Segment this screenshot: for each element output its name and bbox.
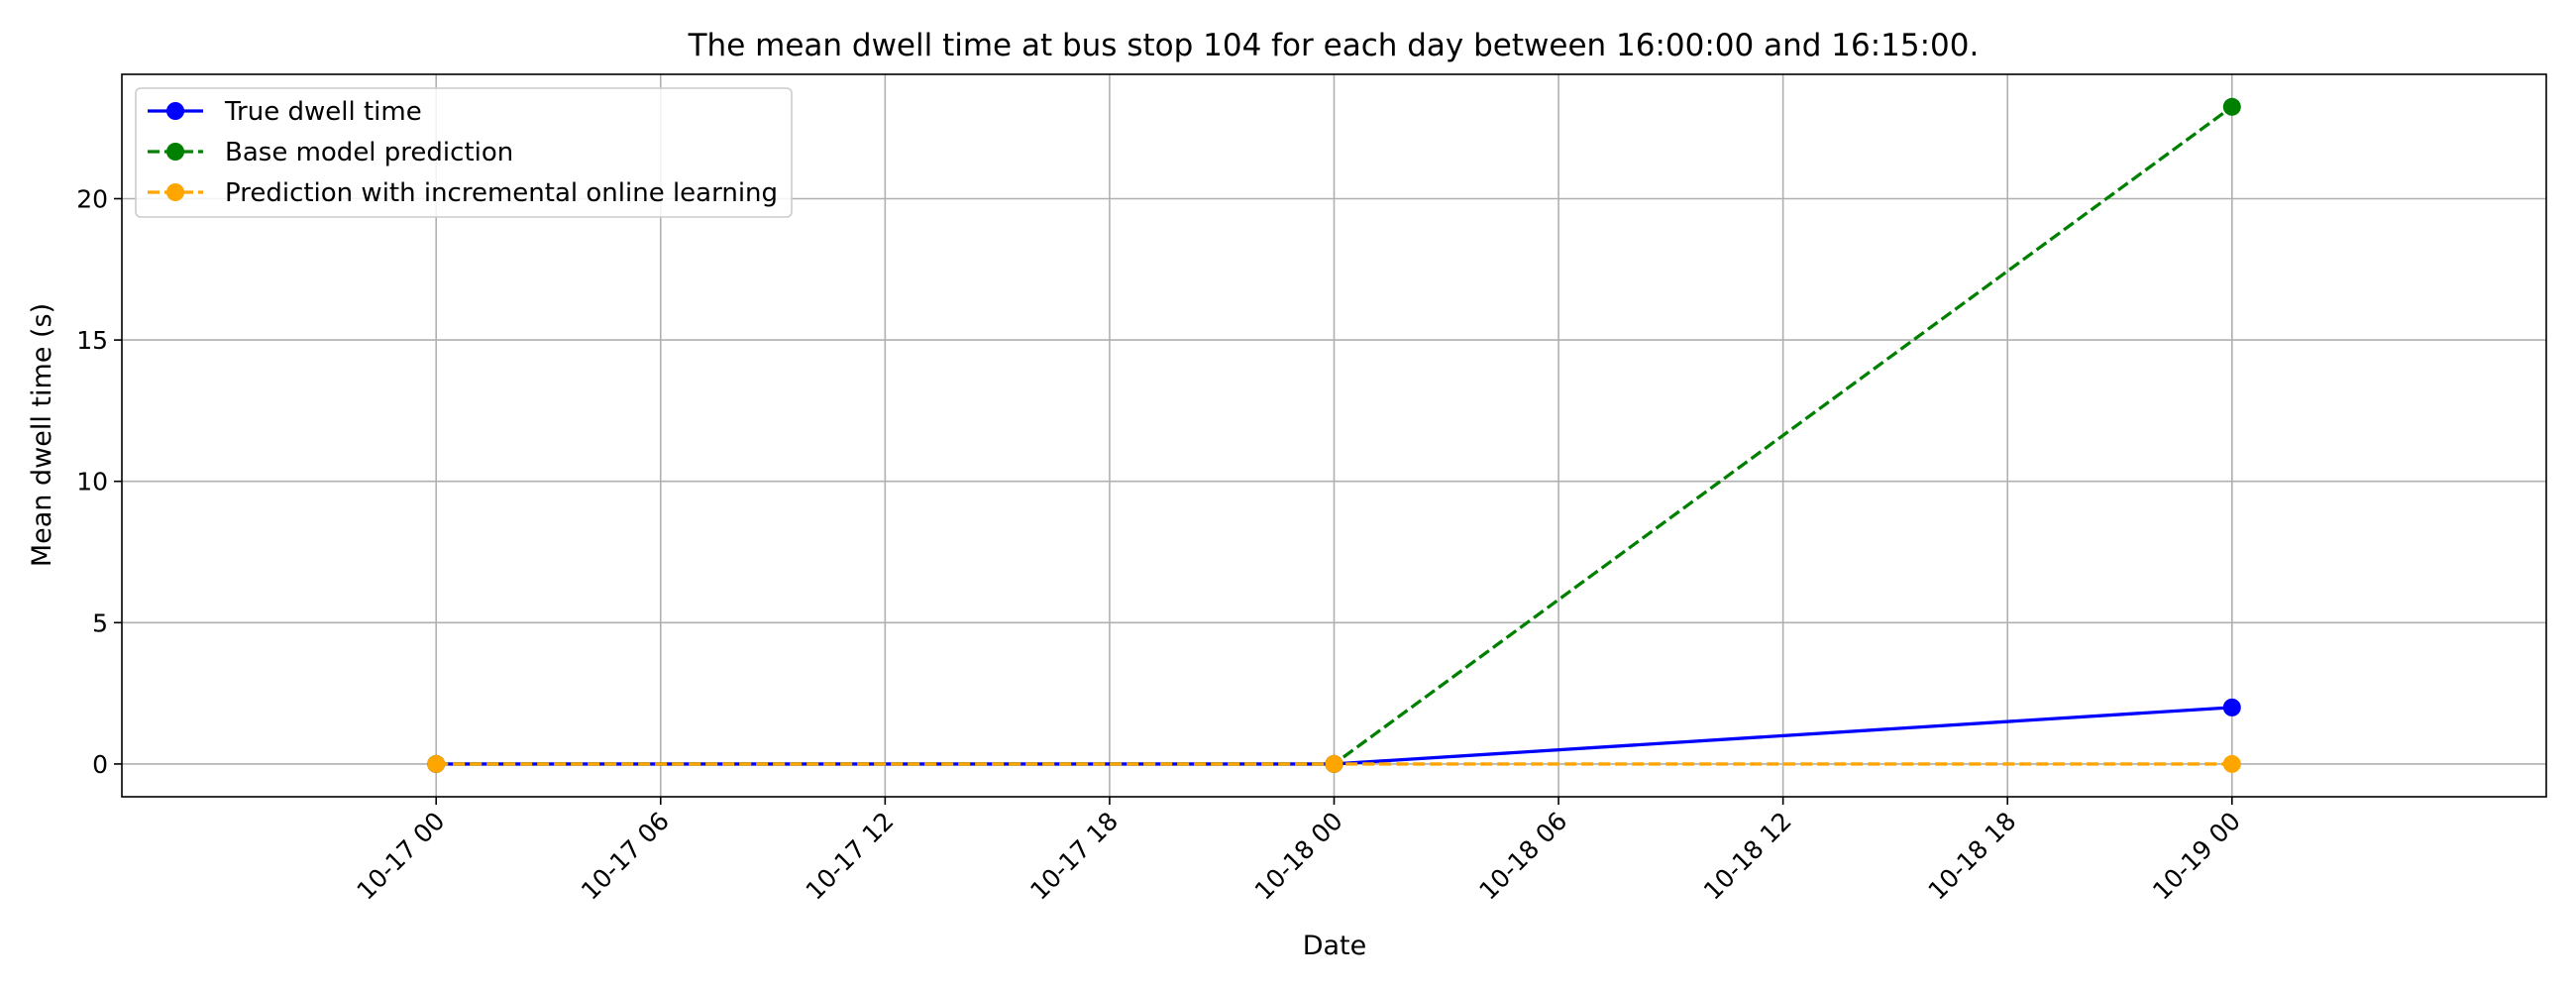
- x-tick-label: 10-18 06: [1473, 807, 1572, 906]
- legend-item-2: Prediction with incremental online learn…: [148, 178, 778, 208]
- y-tick-label: 20: [76, 184, 108, 213]
- chart-title: The mean dwell time at bus stop 104 for …: [688, 28, 1980, 63]
- x-tick-label: 10-18 12: [1698, 807, 1797, 906]
- y-tick-label: 15: [76, 326, 108, 355]
- y-axis-label: Mean dwell time (s): [27, 303, 57, 567]
- legend-label: Base model prediction: [225, 138, 513, 167]
- x-tick-label: 10-17 00: [351, 807, 450, 906]
- x-tick-label: 10-19 00: [2147, 807, 2246, 906]
- data-point: [1325, 754, 1343, 773]
- legend-marker: [166, 143, 184, 161]
- data-point: [2222, 97, 2241, 116]
- x-tick-label: 10-18 00: [1249, 807, 1348, 906]
- x-tick-label: 10-18 18: [1922, 807, 2021, 906]
- data-point: [427, 754, 446, 773]
- legend-label: True dwell time: [224, 97, 422, 127]
- legend-marker: [166, 102, 184, 120]
- x-axis-ticks: 10-17 00 10-17 06 10-17 12 10-17 18 10-18 00…: [351, 797, 2246, 906]
- series-2: [427, 754, 2241, 773]
- data-point: [2222, 754, 2241, 773]
- x-tick-label: 10-17 12: [801, 807, 900, 906]
- legend-item-1: Base model prediction: [148, 138, 513, 167]
- legend-label: Prediction with incremental online learn…: [225, 178, 778, 208]
- series-layer: [427, 97, 2241, 773]
- y-tick-label: 0: [92, 750, 108, 779]
- x-tick-label: 10-17 18: [1024, 807, 1124, 906]
- legend-item-0: True dwell time: [148, 97, 422, 127]
- data-point: [2222, 698, 2241, 716]
- legend-box: [135, 87, 793, 218]
- x-tick-label: 10-17 06: [576, 807, 675, 906]
- x-axis-label: Date: [1303, 931, 1367, 961]
- y-axis-ticks: 0 5 10 15 20: [76, 184, 122, 779]
- legend-marker: [166, 183, 184, 201]
- legend: True dwell time Base model prediction Pred…: [135, 87, 793, 218]
- y-tick-label: 5: [92, 608, 108, 637]
- y-tick-label: 10: [76, 468, 108, 496]
